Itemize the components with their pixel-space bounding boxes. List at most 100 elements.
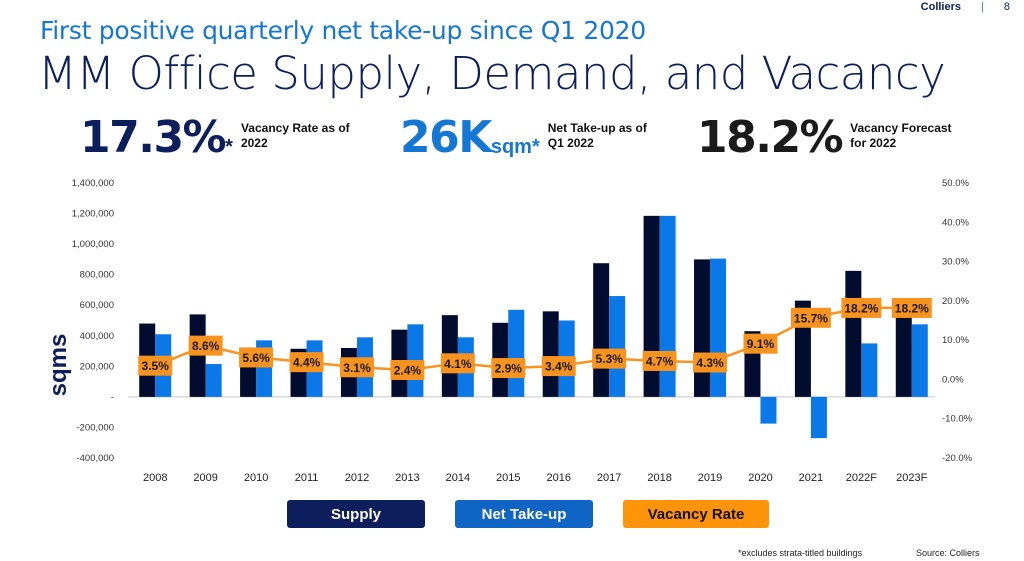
vacancy-data-label: 5.3% (595, 352, 623, 366)
bar-net-take-up (810, 396, 827, 439)
x-tick-label: 2016 (546, 472, 570, 484)
page-title: MM Office Supply, Demand, and Vacancy (38, 47, 946, 100)
y-tick-label: 200,000 (80, 361, 114, 372)
legend-vacancy-rate: Vacancy Rate (623, 500, 769, 528)
source-note: Source: Colliers (916, 548, 980, 558)
brand-name: Colliers (920, 1, 962, 13)
vacancy-label-box (841, 297, 882, 318)
y2-tick-label: -20.0% (942, 453, 973, 464)
bar-net-take-up (609, 296, 626, 397)
y-tick-label: 400,000 (80, 331, 114, 342)
y2-tick-label: -10.0% (942, 414, 973, 425)
y2-tick-label: 30.0% (942, 257, 969, 268)
kpi-value: 26K (400, 112, 492, 163)
vacancy-label-box (239, 347, 274, 368)
kpi-description: Net Take-up as of Q1 2022 (547, 121, 647, 150)
vacancy-line (154, 306, 912, 372)
y2-tick-label: 20.0% (942, 296, 969, 307)
vacancy-data-label: 4.3% (696, 356, 724, 370)
vacancy-data-label: 3.5% (142, 359, 170, 373)
y2-tick-label: 0.0% (942, 374, 964, 385)
x-tick-label: 2017 (597, 472, 621, 484)
vacancy-label-box (339, 357, 374, 378)
y2-tick-label: 10.0% (942, 335, 969, 346)
vacancy-data-label: 5.6% (242, 351, 270, 365)
vacancy-data-label: 2.4% (394, 364, 422, 378)
x-tick-label: 2012 (345, 472, 369, 484)
x-tick-label: 2022F (846, 472, 877, 484)
kpi-unit: * (225, 136, 233, 158)
kpi-description: Vacancy Forecast for 2022 (850, 121, 952, 150)
bar-supply (845, 270, 862, 397)
y-tick-label: 600,000 (80, 300, 114, 311)
vacancy-data-label: 18.2% (844, 301, 878, 315)
y-tick-label: 800,000 (80, 270, 114, 281)
x-tick-label: 2010 (244, 472, 268, 484)
chart-legend: Supply Net Take-up Vacancy Rate (287, 500, 769, 528)
page-number: 8 (1003, 1, 1010, 13)
legend-net-take-up: Net Take-up (455, 500, 593, 528)
kpi-description: Vacancy Rate as of 2022 (240, 121, 350, 150)
y-tick-label: 1,200,000 (72, 209, 114, 220)
y2-tick-label: 50.0% (942, 178, 969, 189)
x-tick-label: 2013 (395, 472, 419, 484)
page-header-meta: Colliers | 8 (921, 1, 1010, 13)
legend-label: Vacancy Rate (647, 505, 745, 523)
page-subtitle: First positive quarterly net take-up sin… (40, 16, 646, 45)
bar-net-take-up (205, 364, 222, 397)
bar-net-take-up (861, 343, 878, 397)
x-tick-label: 2021 (799, 472, 823, 484)
vacancy-data-label: 3.1% (343, 361, 371, 375)
bar-net-take-up (760, 396, 777, 424)
vacancy-label-box (390, 360, 425, 380)
kpi-net-take-up: 26K sqm* Net Take-up as of Q1 2022 (400, 113, 658, 163)
vacancy-label-box (743, 333, 778, 354)
kpi-vacancy-rate: 17.3% * Vacancy Rate as of 2022 (80, 113, 351, 163)
bar-net-take-up (710, 258, 727, 397)
legend-supply: Supply (287, 500, 425, 528)
y-axis-left: 1,400,000 1,200,000 1,000,000 800,000 600,00… (72, 178, 114, 464)
vacancy-label-box (693, 352, 728, 373)
vacancy-label-box (592, 348, 627, 369)
x-tick-label: 2015 (496, 472, 520, 484)
vacancy-data-label: 18.2% (895, 301, 929, 315)
x-tick-label: 2020 (748, 472, 772, 484)
vacancy-label-box (541, 356, 576, 377)
y-tick-label: -200,000 (76, 422, 114, 433)
vacancy-label-box (642, 350, 677, 371)
vacancy-label-box (188, 335, 223, 356)
x-tick-label: 2009 (193, 472, 217, 484)
legend-label: Supply (330, 505, 381, 523)
bar-supply (895, 311, 912, 397)
kpi-unit: sqm* (490, 136, 540, 158)
vacancy-data-label: 4.1% (444, 357, 472, 371)
vacancy-data-label: 8.6% (192, 339, 220, 353)
vacancy-line-series: 3.5% 8.6% 5.6% 4.4% 3.1% 2.4% 4.1% 2.9% 3.4% 5.3%… (138, 297, 932, 380)
kpi-vacancy-forecast: 18.2% Vacancy Forecast for 2022 (697, 113, 960, 163)
x-tick-label: 2014 (446, 472, 470, 484)
vacancy-data-label: 2.9% (495, 362, 523, 376)
bar-net-take-up (911, 324, 928, 397)
y-tick-label: 1,400,000 (72, 178, 114, 189)
y-axis-right: 50.0% 40.0% 30.0% 20.0% 10.0% 0.0% -10.0% -20.0… (942, 178, 973, 464)
y2-tick-label: 40.0% (942, 217, 969, 228)
vacancy-data-label: 3.4% (545, 360, 573, 374)
footnote: *excludes strata-titled buildings (738, 548, 863, 558)
vacancy-label-box (440, 353, 475, 374)
bar-supply (542, 311, 559, 397)
kpi-value: 17.3% (80, 112, 227, 163)
vacancy-label-box (891, 297, 932, 318)
vacancy-data-label: 4.4% (293, 356, 321, 370)
x-tick-label: 2011 (295, 472, 319, 484)
bar-net-take-up (508, 309, 525, 397)
vacancy-data-label: 4.7% (646, 354, 674, 368)
bar-supply (694, 259, 711, 397)
y-tick-label: - (111, 392, 114, 403)
separator: | (981, 1, 984, 13)
x-axis: 2008 2009 2010 2011 2012 2013 2014 2015 2016 2017… (143, 472, 928, 484)
vacancy-label-box (790, 307, 831, 328)
y-tick-label: -400,000 (76, 453, 114, 464)
x-tick-label: 2023F (896, 472, 927, 484)
supply-demand-vacancy-chart: 1,400,000 1,200,000 1,000,000 800,000 600,00… (45, 178, 973, 484)
x-tick-label: 2019 (698, 472, 722, 484)
